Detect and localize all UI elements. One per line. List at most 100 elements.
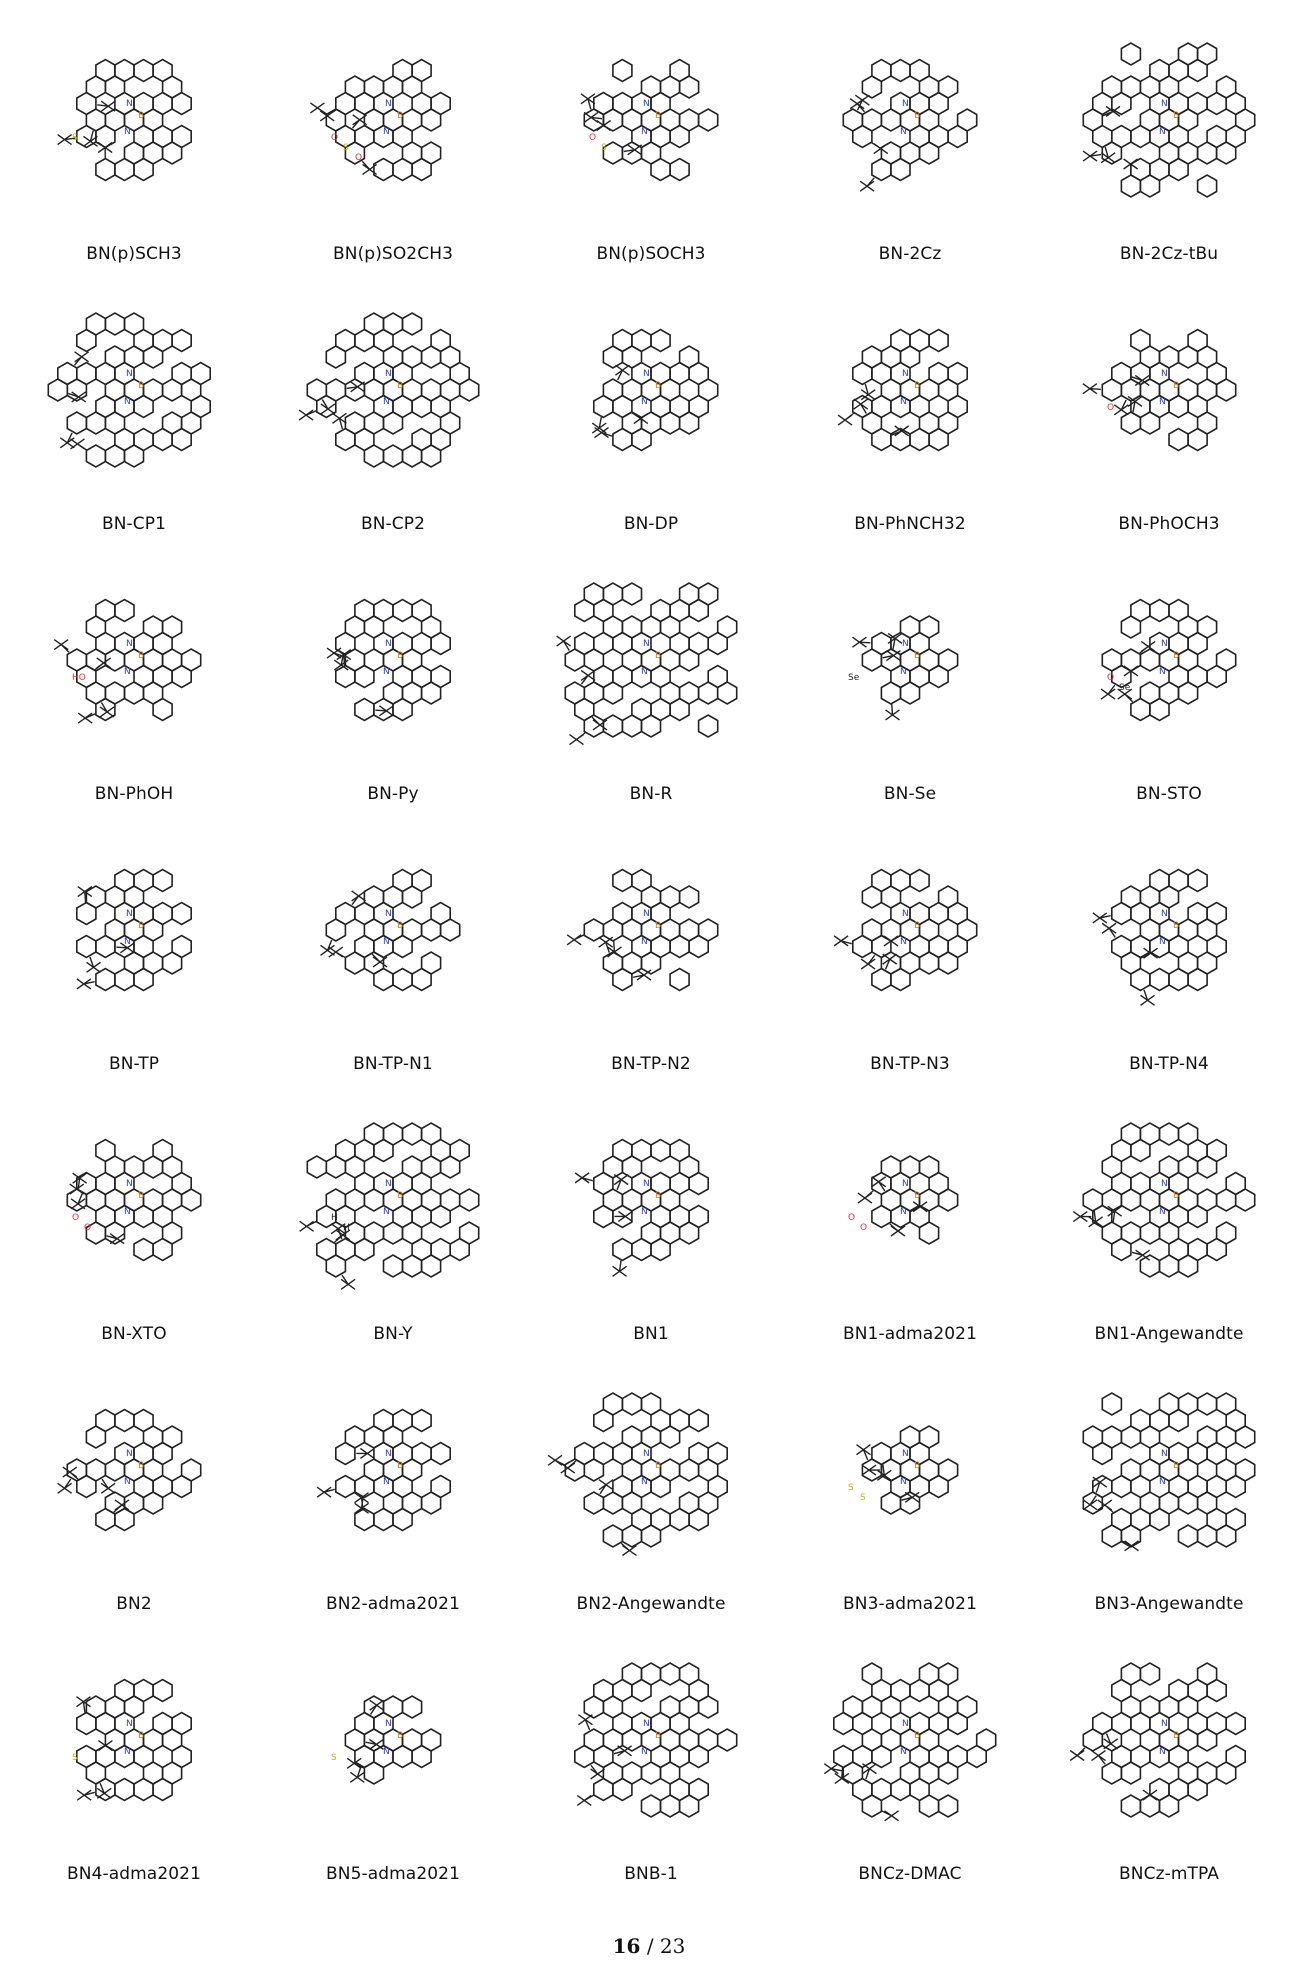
tbu-branch	[862, 1763, 877, 1780]
ring-bond	[152, 328, 173, 353]
atom-label: N	[1161, 369, 1168, 379]
atom-label: N	[383, 667, 390, 677]
tbu-branch	[326, 647, 345, 659]
ring-bond	[678, 108, 700, 132]
ring-bond	[890, 1678, 911, 1703]
ring-bond	[909, 868, 930, 893]
ring-bond	[171, 934, 192, 959]
atom-label: B	[397, 1731, 403, 1741]
tbu-branch	[885, 703, 900, 721]
ring-bond	[716, 681, 738, 705]
atom-label: N	[124, 1477, 131, 1487]
atom-label: B	[138, 921, 144, 931]
tbu-branch	[623, 144, 643, 156]
ring-bond	[411, 58, 432, 83]
tbu-branch	[852, 636, 871, 648]
ring-bond	[363, 444, 385, 468]
ring-bond	[650, 1138, 671, 1163]
ring-bond	[1206, 1711, 1227, 1736]
ring-bond	[152, 697, 173, 722]
atom-label: N	[643, 369, 650, 379]
ring-bond	[76, 934, 97, 959]
ring-bond	[716, 1728, 738, 1752]
ring-bond	[306, 1155, 328, 1179]
atom-label: B	[914, 1191, 920, 1201]
ring-bond	[937, 1188, 959, 1212]
molecule-name: BN-Y	[373, 1324, 413, 1344]
ring-bond	[918, 1425, 940, 1449]
molecule-card: N B N BN-TP-N4	[1049, 840, 1289, 1102]
atom-label: N	[643, 1449, 650, 1459]
ring-bond	[190, 394, 211, 419]
ring-bond	[659, 1662, 681, 1686]
ring-bond	[1196, 174, 1218, 198]
tbu-branch	[1100, 684, 1116, 700]
heteroatom-label: O	[1107, 403, 1114, 413]
molecule-name: BNCz-mTPA	[1119, 1864, 1219, 1884]
ring-bond	[650, 1507, 671, 1532]
ring-bond	[401, 918, 423, 942]
total-pages: / 23	[646, 1934, 686, 1958]
heteroatom-label: O	[84, 1223, 91, 1233]
ring-bond	[669, 157, 690, 182]
ring-bond	[918, 615, 940, 639]
molecule-name: BN3-adma2021	[843, 1594, 977, 1614]
ring-bond	[382, 312, 404, 336]
atom-label: N	[124, 1747, 131, 1757]
ring-bond	[430, 631, 451, 656]
atom-label: N	[1159, 1747, 1166, 1757]
tbu-branch	[1121, 664, 1139, 677]
atom-label: N	[1161, 639, 1168, 649]
ring-bond	[133, 1678, 154, 1703]
tbu-branch	[76, 1696, 91, 1713]
molecule-card: N B N S BN5-adma2021	[273, 1650, 513, 1912]
tbu-branch	[77, 712, 96, 724]
tbu-branch	[371, 953, 388, 968]
atom-label: N	[641, 127, 648, 137]
molecule-card: N B N BN1-Angewandte	[1049, 1110, 1289, 1372]
tbu-branch	[95, 1739, 113, 1752]
molecule-name: BN4-adma2021	[67, 1864, 201, 1884]
ring-bond	[918, 1794, 940, 1818]
ring-bond	[1206, 901, 1227, 926]
tbu-branch	[1092, 912, 1111, 924]
molecule-card: N B N BN-R	[531, 570, 771, 832]
ring-bond	[602, 1392, 624, 1416]
molecule-name: BNCz-DMAC	[858, 1864, 962, 1884]
molecule-structure-icon: NBN S	[57, 58, 192, 182]
molecule-structure-icon: NBN OO	[848, 1155, 959, 1245]
tbu-branch	[823, 1763, 843, 1775]
molecule-card: N B N BNCz-DMAC	[790, 1650, 1030, 1912]
molecule-name: BN-PhOH	[94, 784, 174, 804]
ring-bond	[975, 1728, 997, 1752]
heteroatom-label: S	[72, 133, 78, 143]
ring-bond	[1120, 42, 1142, 66]
tbu-branch	[612, 1260, 627, 1277]
molecule-name: BN2	[116, 1594, 152, 1614]
tbu-branch	[1139, 640, 1156, 654]
atom-label: N	[1161, 1179, 1168, 1189]
tbu-branch	[596, 114, 612, 132]
ring-bond	[871, 1777, 892, 1802]
ring-bond	[1149, 967, 1170, 992]
atom-label: N	[124, 397, 131, 407]
molecule-card: N B N H H BN-Y	[273, 1110, 513, 1372]
atom-label: N	[126, 1179, 133, 1189]
tbu-branch	[351, 114, 368, 129]
tbu-branch	[349, 1766, 365, 1783]
atom-label: N	[1161, 909, 1168, 919]
ring-bond	[420, 1728, 442, 1752]
tbu-branch	[1091, 1749, 1106, 1765]
atom-label: N	[641, 667, 648, 677]
atom-label: N	[902, 639, 909, 649]
molecule-structure-icon: NBN	[591, 328, 719, 452]
atom-label: N	[383, 1477, 390, 1487]
molecule-name: BN2-Angewandte	[576, 1594, 726, 1614]
tbu-branch	[833, 935, 852, 947]
ring-bond	[1234, 1425, 1256, 1449]
molecule-structure-icon: NBN	[574, 1662, 738, 1818]
atom-label: B	[1173, 651, 1179, 661]
molecule-structure-icon: NBN	[47, 312, 211, 468]
atom-label: N	[643, 1179, 650, 1189]
molecule-card: N B N S BN4-adma2021	[14, 1650, 254, 1912]
